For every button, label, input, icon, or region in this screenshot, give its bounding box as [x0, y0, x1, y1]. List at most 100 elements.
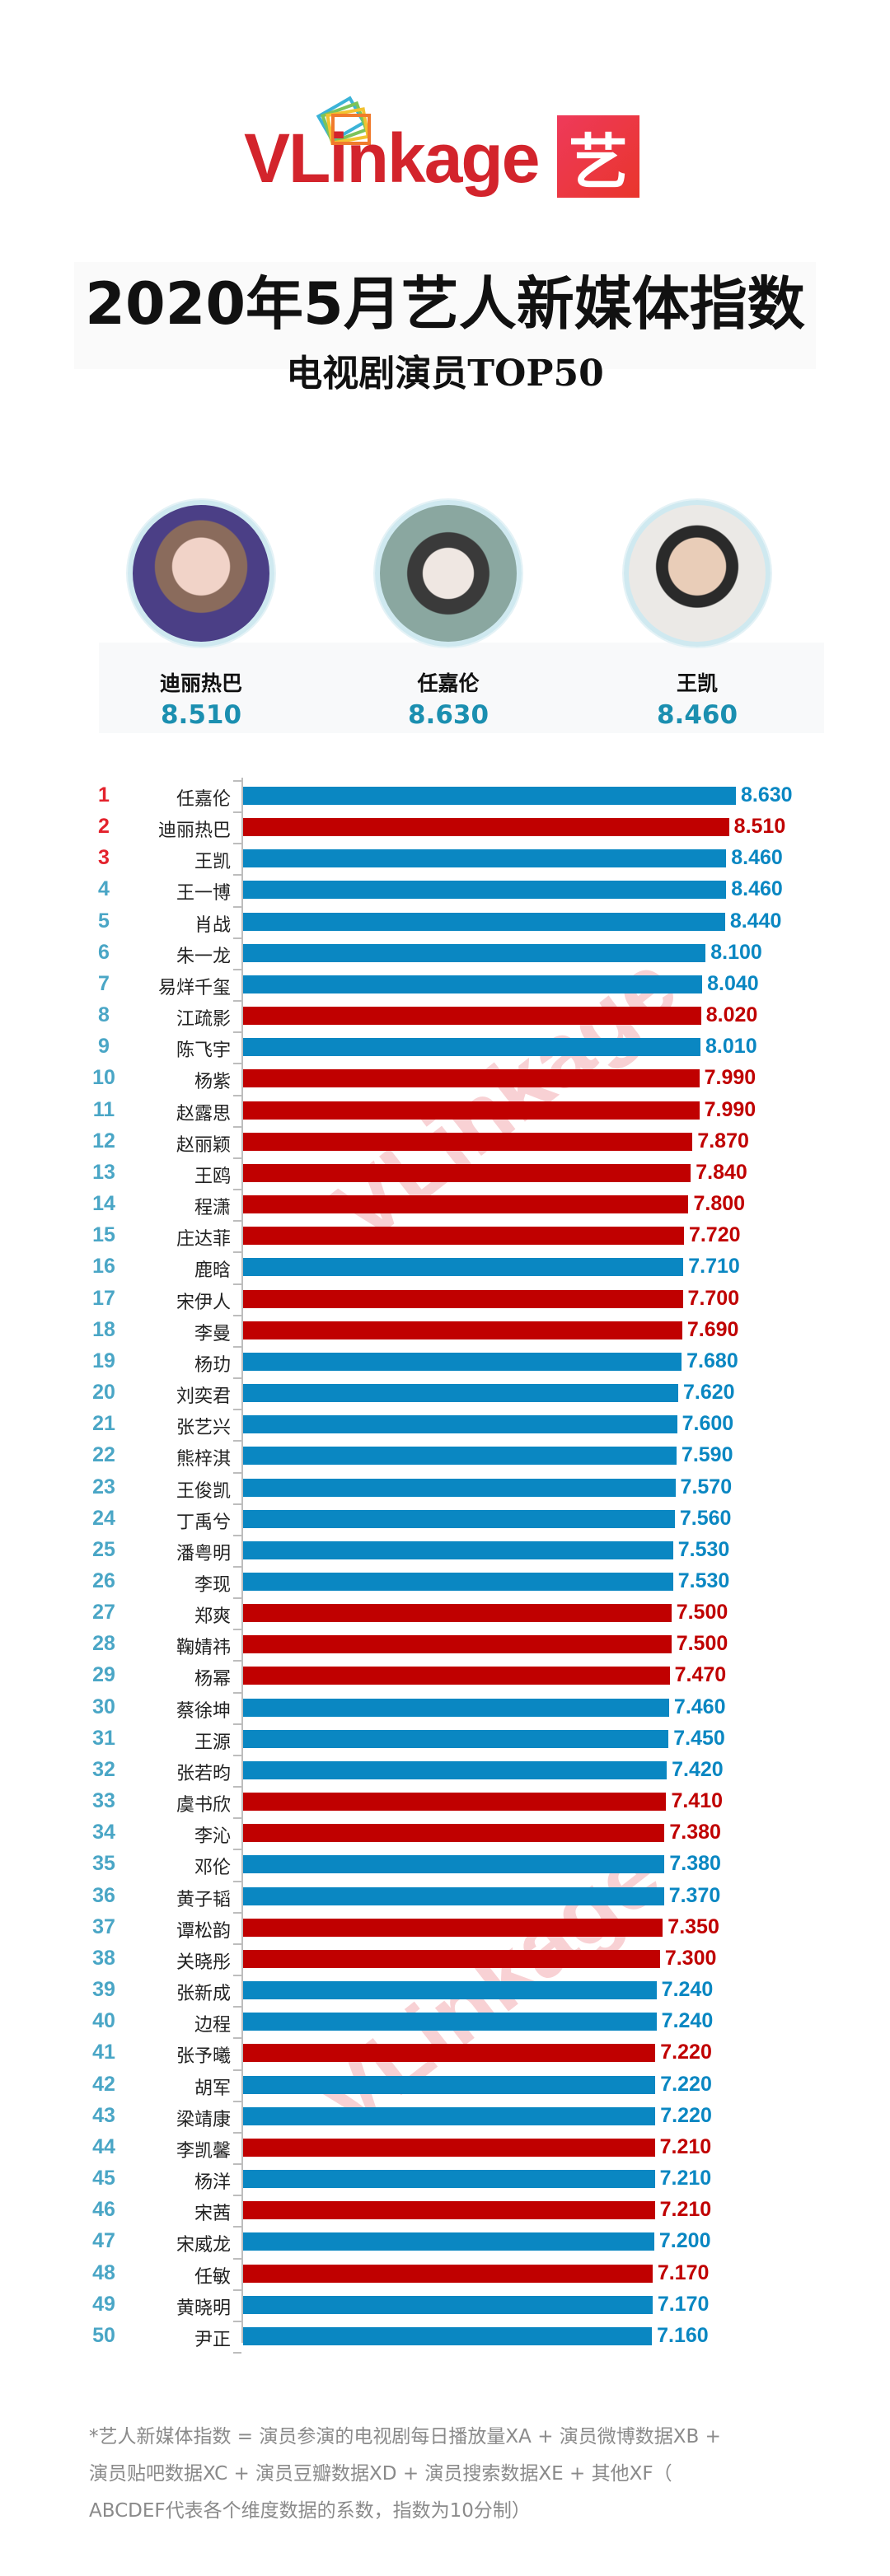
bar: [243, 1981, 657, 2000]
bar: [243, 2264, 653, 2283]
value-label: 7.840: [696, 1160, 747, 1184]
top3-band: [99, 643, 824, 733]
value-label: 7.800: [693, 1192, 746, 1216]
artist-name: 鹿晗: [194, 1260, 231, 1282]
artist-name: 赵丽颖: [176, 1134, 231, 1156]
value-label: 7.500: [676, 1601, 728, 1625]
bar: [243, 787, 736, 805]
artist-name: 朱一龙: [176, 946, 231, 967]
value-label: 7.220: [660, 2041, 712, 2064]
partner-logo: 艺: [557, 115, 639, 198]
artist-name: 丁禹兮: [176, 1512, 231, 1533]
rank-number: 6: [98, 940, 110, 964]
rank-number: 50: [92, 2323, 115, 2347]
value-label: 7.160: [657, 2323, 709, 2347]
bar: [243, 1289, 683, 1308]
rank-number: 49: [92, 2292, 115, 2316]
artist-name: 李曼: [194, 1323, 231, 1344]
bar: [243, 2044, 656, 2063]
bar: [243, 2232, 654, 2251]
value-label: 7.560: [679, 1506, 732, 1530]
artist-name: 李凯馨: [176, 2140, 231, 2162]
rank-number: 14: [92, 1192, 115, 1216]
bar: [243, 912, 725, 931]
bar: [243, 2201, 655, 2220]
axis-tick: [233, 905, 241, 908]
axis-tick: [233, 2257, 241, 2260]
rank-number: 43: [92, 2103, 115, 2127]
artist-name: 蔡徐坤: [176, 1700, 231, 1722]
value-label: 7.990: [704, 1066, 756, 1090]
axis-tick: [233, 1409, 241, 1411]
top3-name: 迪丽热巴: [159, 671, 242, 695]
artist-name: 迪丽热巴: [157, 820, 231, 842]
artist-name: 杨洋: [194, 2172, 231, 2194]
rank-number: 35: [92, 1852, 115, 1876]
axis-tick: [233, 937, 241, 939]
artist-name: 杨幂: [194, 1669, 231, 1690]
rank-number: 36: [92, 1883, 115, 1907]
bar: [243, 1760, 668, 1779]
artist-name: 任嘉伦: [176, 789, 231, 810]
avatar: [624, 500, 771, 647]
artist-name: 程潇: [194, 1198, 231, 1219]
axis-tick: [233, 843, 241, 845]
value-label: 7.990: [704, 1097, 756, 1121]
artist-name: 任敏: [194, 2266, 231, 2288]
value-label: 7.620: [683, 1381, 735, 1405]
rank-number: 30: [92, 1695, 115, 1718]
axis-tick: [233, 2006, 241, 2008]
axis-tick: [233, 1880, 241, 1882]
axis-tick: [233, 1125, 241, 1128]
axis-tick: [233, 811, 241, 814]
value-label: 8.510: [733, 815, 786, 839]
bar: [243, 2013, 657, 2031]
rank-number: 4: [98, 877, 110, 901]
chart-axis: [241, 778, 243, 2343]
artist-name: 边程: [194, 2015, 231, 2036]
bar: [243, 1352, 682, 1371]
artist-name: 张新成: [176, 1984, 231, 2005]
artist-name: 王一博: [176, 883, 231, 905]
rank-number: 9: [98, 1035, 110, 1059]
rank-number: 46: [92, 2198, 115, 2222]
value-label: 7.170: [657, 2292, 710, 2316]
top3-name: 任嘉伦: [417, 671, 480, 695]
bar: [243, 1384, 678, 1403]
rank-number: 47: [92, 2229, 115, 2253]
value-label: 7.710: [688, 1255, 740, 1279]
rank-number: 20: [92, 1381, 115, 1405]
avatar: [375, 500, 522, 647]
value-label: 7.500: [676, 1632, 728, 1656]
bar: [243, 2138, 655, 2157]
artist-name: 陈飞宇: [176, 1040, 231, 1062]
value-label: 7.720: [688, 1223, 741, 1247]
rank-number: 32: [92, 1757, 115, 1781]
bar: [243, 1667, 670, 1685]
axis-tick: [233, 2163, 241, 2166]
bar: [243, 1729, 669, 1748]
rank-number: 8: [98, 1003, 110, 1027]
bar: [243, 849, 727, 868]
page-subtitle: 电视剧演员TOP50: [286, 353, 604, 395]
artist-name: 赵露思: [176, 1103, 231, 1124]
bar: [243, 1949, 660, 1968]
value-label: 8.100: [710, 940, 762, 964]
axis-tick: [233, 1691, 241, 1694]
axis-tick: [233, 1094, 241, 1096]
value-label: 7.240: [661, 1978, 714, 2002]
value-label: 8.020: [705, 1003, 758, 1027]
rank-number: 21: [92, 1412, 115, 1436]
artist-name: 王凯: [194, 852, 231, 873]
rank-number: 44: [92, 2134, 115, 2158]
bar: [243, 1540, 673, 1559]
top3-score: 8.460: [656, 700, 738, 730]
axis-tick: [233, 2195, 241, 2197]
axis-tick: [233, 1314, 241, 1316]
artist-name: 易烊千玺: [157, 977, 231, 998]
rank-number: 7: [98, 971, 110, 995]
value-label: 7.300: [664, 1946, 717, 1970]
artist-name: 李沁: [194, 1826, 231, 1848]
value-label: 8.630: [741, 783, 793, 806]
bar: [243, 1132, 693, 1151]
